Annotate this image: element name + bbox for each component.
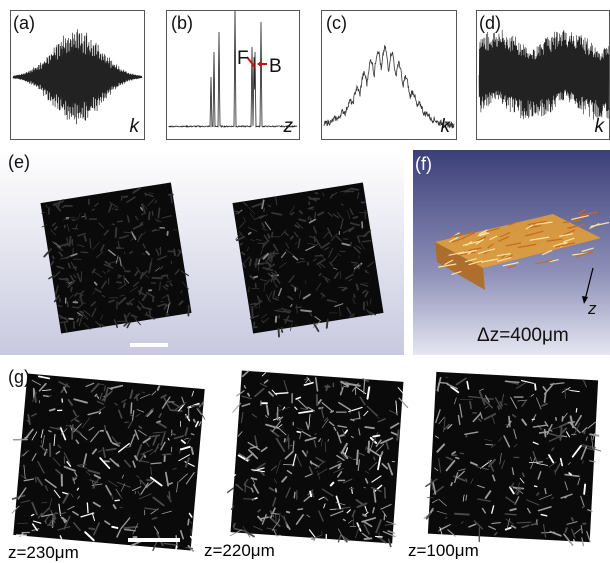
scale-bar-g: [128, 538, 180, 542]
panel-f-caption: Δz=400μm: [477, 325, 569, 346]
slice-caption-100: z=100μm: [408, 541, 479, 560]
volume-render: [435, 208, 610, 304]
panel-a-axis-label: k: [129, 116, 140, 137]
panel-c-axis-label: k: [440, 116, 451, 137]
panel-g: (g) z=230μm z=220μm z=100μm: [0, 362, 610, 563]
panel-c: (c) k: [321, 10, 457, 140]
panel-e-label: (e): [8, 152, 30, 172]
panel-d-axis-label: k: [594, 116, 605, 137]
panel-g-label: (g): [8, 367, 30, 387]
spectrum-plot: [323, 45, 455, 129]
slice-caption-230: z=230μm: [8, 543, 79, 562]
panel-d: (d) k: [476, 10, 610, 140]
peak-f-label: F: [237, 48, 249, 69]
en-face-image-left: [40, 182, 192, 334]
panel-e: (e): [0, 150, 404, 355]
interferogram-plot: [12, 29, 143, 125]
panel-b-axis-label: z: [283, 116, 294, 137]
depth-profile-plot: [168, 11, 298, 128]
panel-d-label: (d): [479, 13, 501, 33]
slice-image-220: [226, 370, 409, 548]
panel-f-label: (f): [415, 154, 432, 174]
panel-c-label: (c): [326, 13, 347, 33]
panel-b-label: (b): [171, 13, 193, 33]
slice-image-230: [9, 373, 206, 557]
panel-a: (a) k: [10, 10, 145, 140]
peak-b-label: B: [269, 56, 282, 77]
scale-bar: [130, 343, 168, 347]
panel-f: (f) z Δz=400μm: [413, 150, 610, 355]
modulated-signal-plot: [478, 29, 609, 121]
slice-image-100: [423, 371, 602, 550]
panel-b: (b) z F B: [166, 10, 300, 140]
slice-caption-220: z=220μm: [204, 541, 275, 560]
en-face-image-right: [232, 182, 384, 338]
panel-a-label: (a): [13, 13, 35, 33]
panel-f-axis-label: z: [588, 299, 597, 318]
